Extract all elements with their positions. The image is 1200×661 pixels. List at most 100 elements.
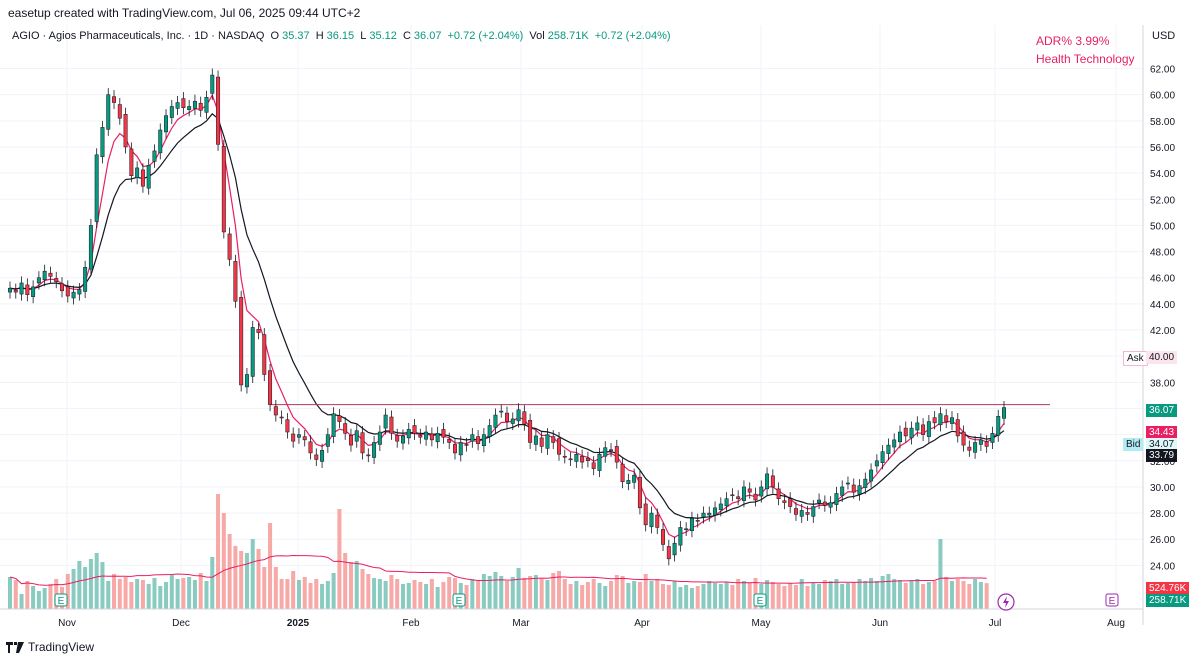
volume-bar <box>447 577 452 609</box>
volume-bar <box>464 585 469 609</box>
candle-body <box>187 106 192 110</box>
candle-body <box>713 507 718 516</box>
candle-body <box>389 416 394 434</box>
volume-bar <box>799 579 804 609</box>
volume-bar <box>94 553 99 609</box>
volume-bar <box>25 581 30 609</box>
y-tick-label: 30.00 <box>1150 483 1175 494</box>
volume-bar <box>713 583 718 609</box>
candle-body <box>88 225 93 270</box>
high-value: 36.15 <box>326 30 355 42</box>
candle-body <box>198 102 203 111</box>
y-tick-label: 32.00 <box>1150 457 1175 468</box>
volume-bar <box>470 579 475 609</box>
candle-body <box>765 473 770 490</box>
high-label: H <box>315 30 324 42</box>
volume-bar <box>117 579 122 609</box>
candle-body <box>990 433 995 443</box>
bid-label: Bid <box>1123 438 1144 451</box>
candle-body <box>325 434 330 447</box>
volume-bar <box>216 494 221 609</box>
volume-bar <box>239 551 244 609</box>
candle-body <box>799 510 804 517</box>
volume-bar <box>244 553 249 609</box>
volume-bar <box>221 513 226 609</box>
candle-body <box>210 74 215 94</box>
volume-bar <box>557 571 562 609</box>
volume-bar <box>389 575 394 609</box>
volume-bar <box>782 586 787 609</box>
volume-bar <box>822 580 827 609</box>
candle-body <box>828 502 833 508</box>
future-earnings-marker-label: E <box>1109 596 1116 607</box>
fast-ma-line <box>9 93 1005 538</box>
volume-bar <box>510 577 515 609</box>
volume-bar <box>869 578 874 609</box>
y-tick-label: 60.00 <box>1150 91 1175 102</box>
volume-bar <box>169 575 174 609</box>
y-tick-label: 48.00 <box>1150 248 1175 259</box>
candle-body <box>782 500 787 503</box>
volume-bar <box>747 583 752 609</box>
candle-body <box>244 374 249 388</box>
y-tick-label: 38.00 <box>1150 378 1175 389</box>
chart-area[interactable]: 24.0026.0028.0030.0032.0034.0036.0038.00… <box>0 25 1200 637</box>
volume-bar <box>42 588 47 609</box>
candle-body <box>112 96 116 103</box>
candle-body <box>233 261 238 302</box>
candle-body <box>955 419 960 437</box>
candle-body <box>308 441 313 454</box>
volume-bar <box>614 575 619 609</box>
volume-bar <box>626 583 631 609</box>
volume-bar <box>707 581 712 609</box>
volume-bar <box>973 579 978 609</box>
candle-body <box>892 439 897 448</box>
candle-body <box>476 436 481 445</box>
close-label: C <box>402 30 411 42</box>
candle-body <box>562 455 567 458</box>
candle-body <box>48 272 53 277</box>
volume-bar <box>273 567 278 609</box>
candle-body <box>996 416 1001 436</box>
candle-body <box>71 291 76 299</box>
volume-bar <box>146 584 151 609</box>
candle-body <box>620 463 625 482</box>
candle-body <box>707 512 712 516</box>
y-axis: 24.0026.0028.0030.0032.0034.0036.0038.00… <box>1142 25 1175 625</box>
volume-bar <box>978 582 983 609</box>
currency-label[interactable]: USD <box>1152 30 1176 42</box>
candle-body <box>54 278 59 282</box>
grid <box>0 25 1143 609</box>
volume-bar <box>666 585 671 609</box>
price-chart[interactable]: 24.0026.0028.0030.0032.0034.0036.0038.00… <box>0 25 1200 637</box>
volume-bar <box>863 581 868 609</box>
volume-bar <box>135 579 140 609</box>
volume-bar <box>776 584 781 609</box>
low-label: L <box>360 30 367 42</box>
future-earnings-marker <box>1105 593 1119 607</box>
volume-bar <box>649 581 654 609</box>
candle-body <box>672 542 677 556</box>
candle-body <box>909 427 914 439</box>
volume-bar <box>903 583 908 609</box>
candle-body <box>273 406 278 416</box>
candle-body <box>661 529 666 545</box>
candle-body <box>505 412 509 422</box>
volume-change: +0.72 (+2.04%) <box>594 30 671 42</box>
volume-bar <box>967 584 972 609</box>
volume-bar <box>348 562 353 609</box>
candle-body <box>464 444 469 446</box>
candle-body <box>19 282 24 295</box>
volume-bar <box>343 553 348 609</box>
volume-ma-line <box>9 555 987 586</box>
volume-bar <box>661 584 666 609</box>
volume-bar <box>36 591 41 609</box>
volume-bar <box>418 582 423 609</box>
volume-bar <box>400 584 405 609</box>
volume-bar <box>655 579 660 609</box>
y-tick-label: 26.00 <box>1150 535 1175 546</box>
slow-ma-tag: 33.79 <box>1146 449 1178 462</box>
volume-bar <box>961 581 966 609</box>
volume-bar <box>817 584 822 609</box>
candles <box>8 68 1006 566</box>
